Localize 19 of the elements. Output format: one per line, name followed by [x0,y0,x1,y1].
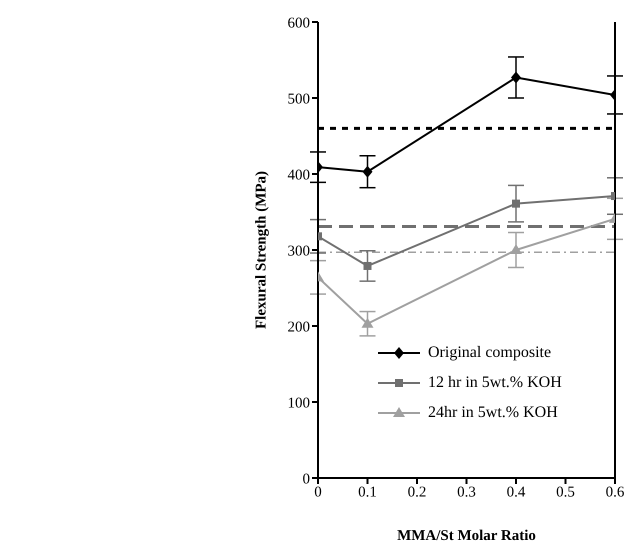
legend-label: 24hr in 5wt.% KOH [428,403,558,423]
y-tick-label: 400 [288,167,310,184]
x-tick-label: 0.2 [408,484,426,501]
x-tick-label: 0.1 [358,484,377,501]
x-tick-label: 0.4 [506,484,526,501]
y-tick-label: 0 [302,471,310,488]
y-tick-label: 600 [288,15,310,32]
y-axis-title: Flexural Strength (MPa) [253,170,270,330]
y-tick-label: 300 [288,243,310,260]
x-axis-title: MMA/St Molar Ratio [397,528,536,544]
y-tick-label: 100 [288,395,310,412]
x-tick-label: 0.5 [556,484,575,501]
legend-label: 12 hr in 5wt.% KOH [428,373,562,393]
legend-label: Original composite [428,343,552,363]
x-tick-label: 0.3 [457,484,476,501]
y-tick-label: 200 [288,319,310,336]
x-tick-label: 0 [314,484,322,501]
x-tick-label: 0.6 [606,484,625,501]
y-tick-label: 500 [288,91,310,108]
